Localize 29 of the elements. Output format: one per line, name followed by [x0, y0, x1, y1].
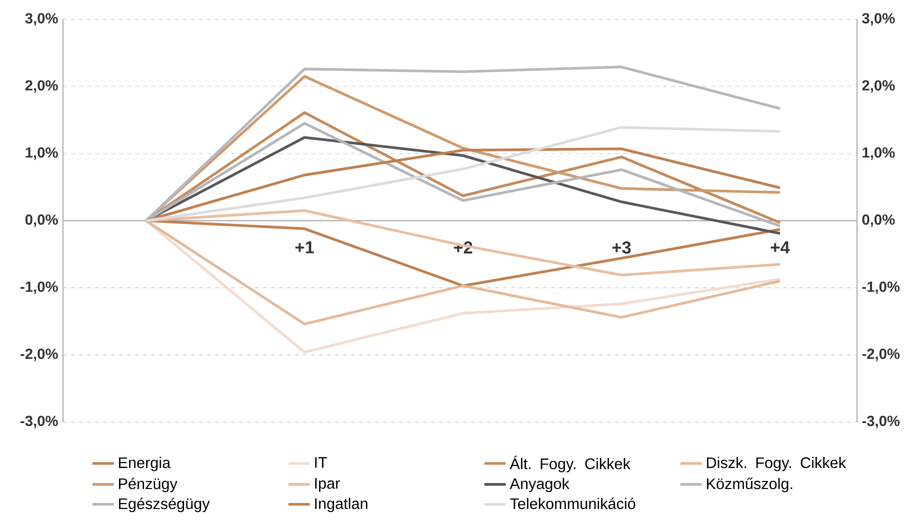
legend-label: Egészségügy [119, 498, 210, 512]
y2-tick-label: 2,0% [862, 80, 895, 93]
y2-tick-label: 1,0% [862, 147, 895, 160]
y2-tick-label: 0,0% [862, 214, 895, 227]
y-tick-label: 0,0% [25, 214, 58, 227]
y2-tick-label: -1,0% [862, 282, 900, 294]
y2-tick-label: -3,0% [862, 416, 900, 428]
legend-label: Energia [119, 456, 171, 472]
legend-label: Diszk. Fogy. Cikkek [707, 456, 846, 472]
y-tick-label: -3,0% [20, 416, 58, 428]
y-tick-label: 2,0% [25, 80, 58, 93]
legend-label: Telekommunikáció [510, 498, 636, 510]
legend-label: Ált. Fogy. Cikkek [510, 456, 630, 472]
y-tick-label: -2,0% [20, 348, 58, 362]
y-tick-label: -1,0% [20, 282, 58, 294]
legend-label: Anyagok [510, 478, 570, 492]
y-tick-label: 3,0% [25, 13, 58, 26]
y2-tick-label: 3,0% [862, 13, 895, 26]
x-tick-label: +4 [770, 241, 790, 254]
legend-label: Ipar [315, 478, 340, 492]
legend-label: Közműszolg. [707, 478, 792, 492]
x-tick-label: +1 [295, 241, 314, 254]
legend-label: IT [315, 457, 328, 468]
line-series [144, 148, 782, 222]
x-tick-label: +3 [612, 241, 631, 254]
y2-tick-label: -2,0% [862, 348, 900, 362]
y-tick-label: 1,0% [26, 147, 58, 160]
legend-label: Pénzügy [119, 478, 178, 492]
legend-label: Ingatlan [315, 498, 368, 512]
